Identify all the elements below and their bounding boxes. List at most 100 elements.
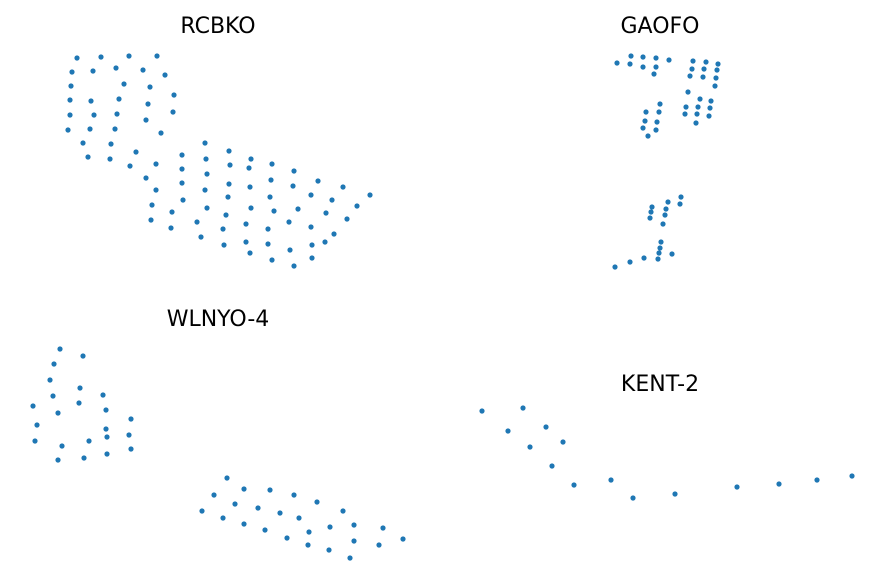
point [693,120,699,126]
point [143,175,149,181]
point [171,92,177,98]
point [614,60,620,66]
point [59,443,65,449]
point [612,264,618,270]
chart-title: KENT-2 [621,372,699,397]
point [627,259,633,265]
point [247,250,253,256]
point [262,527,268,533]
point [653,127,659,133]
point [656,250,662,256]
point [291,168,297,174]
point [221,242,227,248]
point [657,101,663,107]
point [367,192,373,198]
point [697,96,703,102]
point [267,487,273,493]
point [91,112,97,118]
point [322,239,328,245]
point [701,66,707,72]
point [170,109,176,115]
point [305,542,311,548]
point [248,205,254,211]
point [81,455,87,461]
point [653,64,659,70]
point [703,59,709,65]
point [128,416,134,422]
point [113,65,119,71]
point [241,521,247,527]
point [628,53,634,59]
point [227,162,233,168]
point [706,113,712,119]
point [380,525,386,531]
point [309,242,315,248]
point [104,434,110,440]
point [68,83,74,89]
point [323,210,329,216]
point [643,109,649,115]
point [77,385,83,391]
point [158,130,164,136]
point [306,529,312,535]
point [112,126,118,132]
point [654,119,660,125]
point [505,428,511,434]
point [327,524,333,530]
point [126,53,132,59]
point [232,501,238,507]
point [308,192,314,198]
point [127,163,133,169]
point [326,547,332,553]
point [241,486,247,492]
point [180,197,186,203]
point [549,463,555,469]
point [198,234,204,240]
point [663,206,669,212]
point [277,510,283,516]
point [351,538,357,544]
point [114,111,120,117]
point [154,53,160,59]
point [87,126,93,132]
point [284,535,290,541]
point [640,125,646,131]
point [543,424,549,430]
point [269,257,275,263]
point [315,178,321,184]
point [145,101,151,107]
point [571,482,577,488]
point [713,75,719,81]
point [248,156,254,162]
point [47,377,53,383]
point [714,67,720,73]
point [107,156,113,162]
point [640,64,646,70]
point [640,54,646,60]
point [246,165,252,171]
point [656,109,662,115]
point [657,245,663,251]
point [290,183,296,189]
point [268,177,274,183]
point [76,400,82,406]
point [204,205,210,211]
point [50,393,56,399]
point [520,405,526,411]
point [69,69,75,75]
point [700,74,706,80]
point [103,426,109,432]
point [247,184,253,190]
point [121,81,127,87]
point [162,72,168,78]
point [690,58,696,64]
point [683,104,689,110]
point [658,239,664,245]
point [67,97,73,103]
point [74,55,80,61]
point [849,473,855,479]
point [243,221,249,227]
point [308,224,314,230]
point [225,194,231,200]
